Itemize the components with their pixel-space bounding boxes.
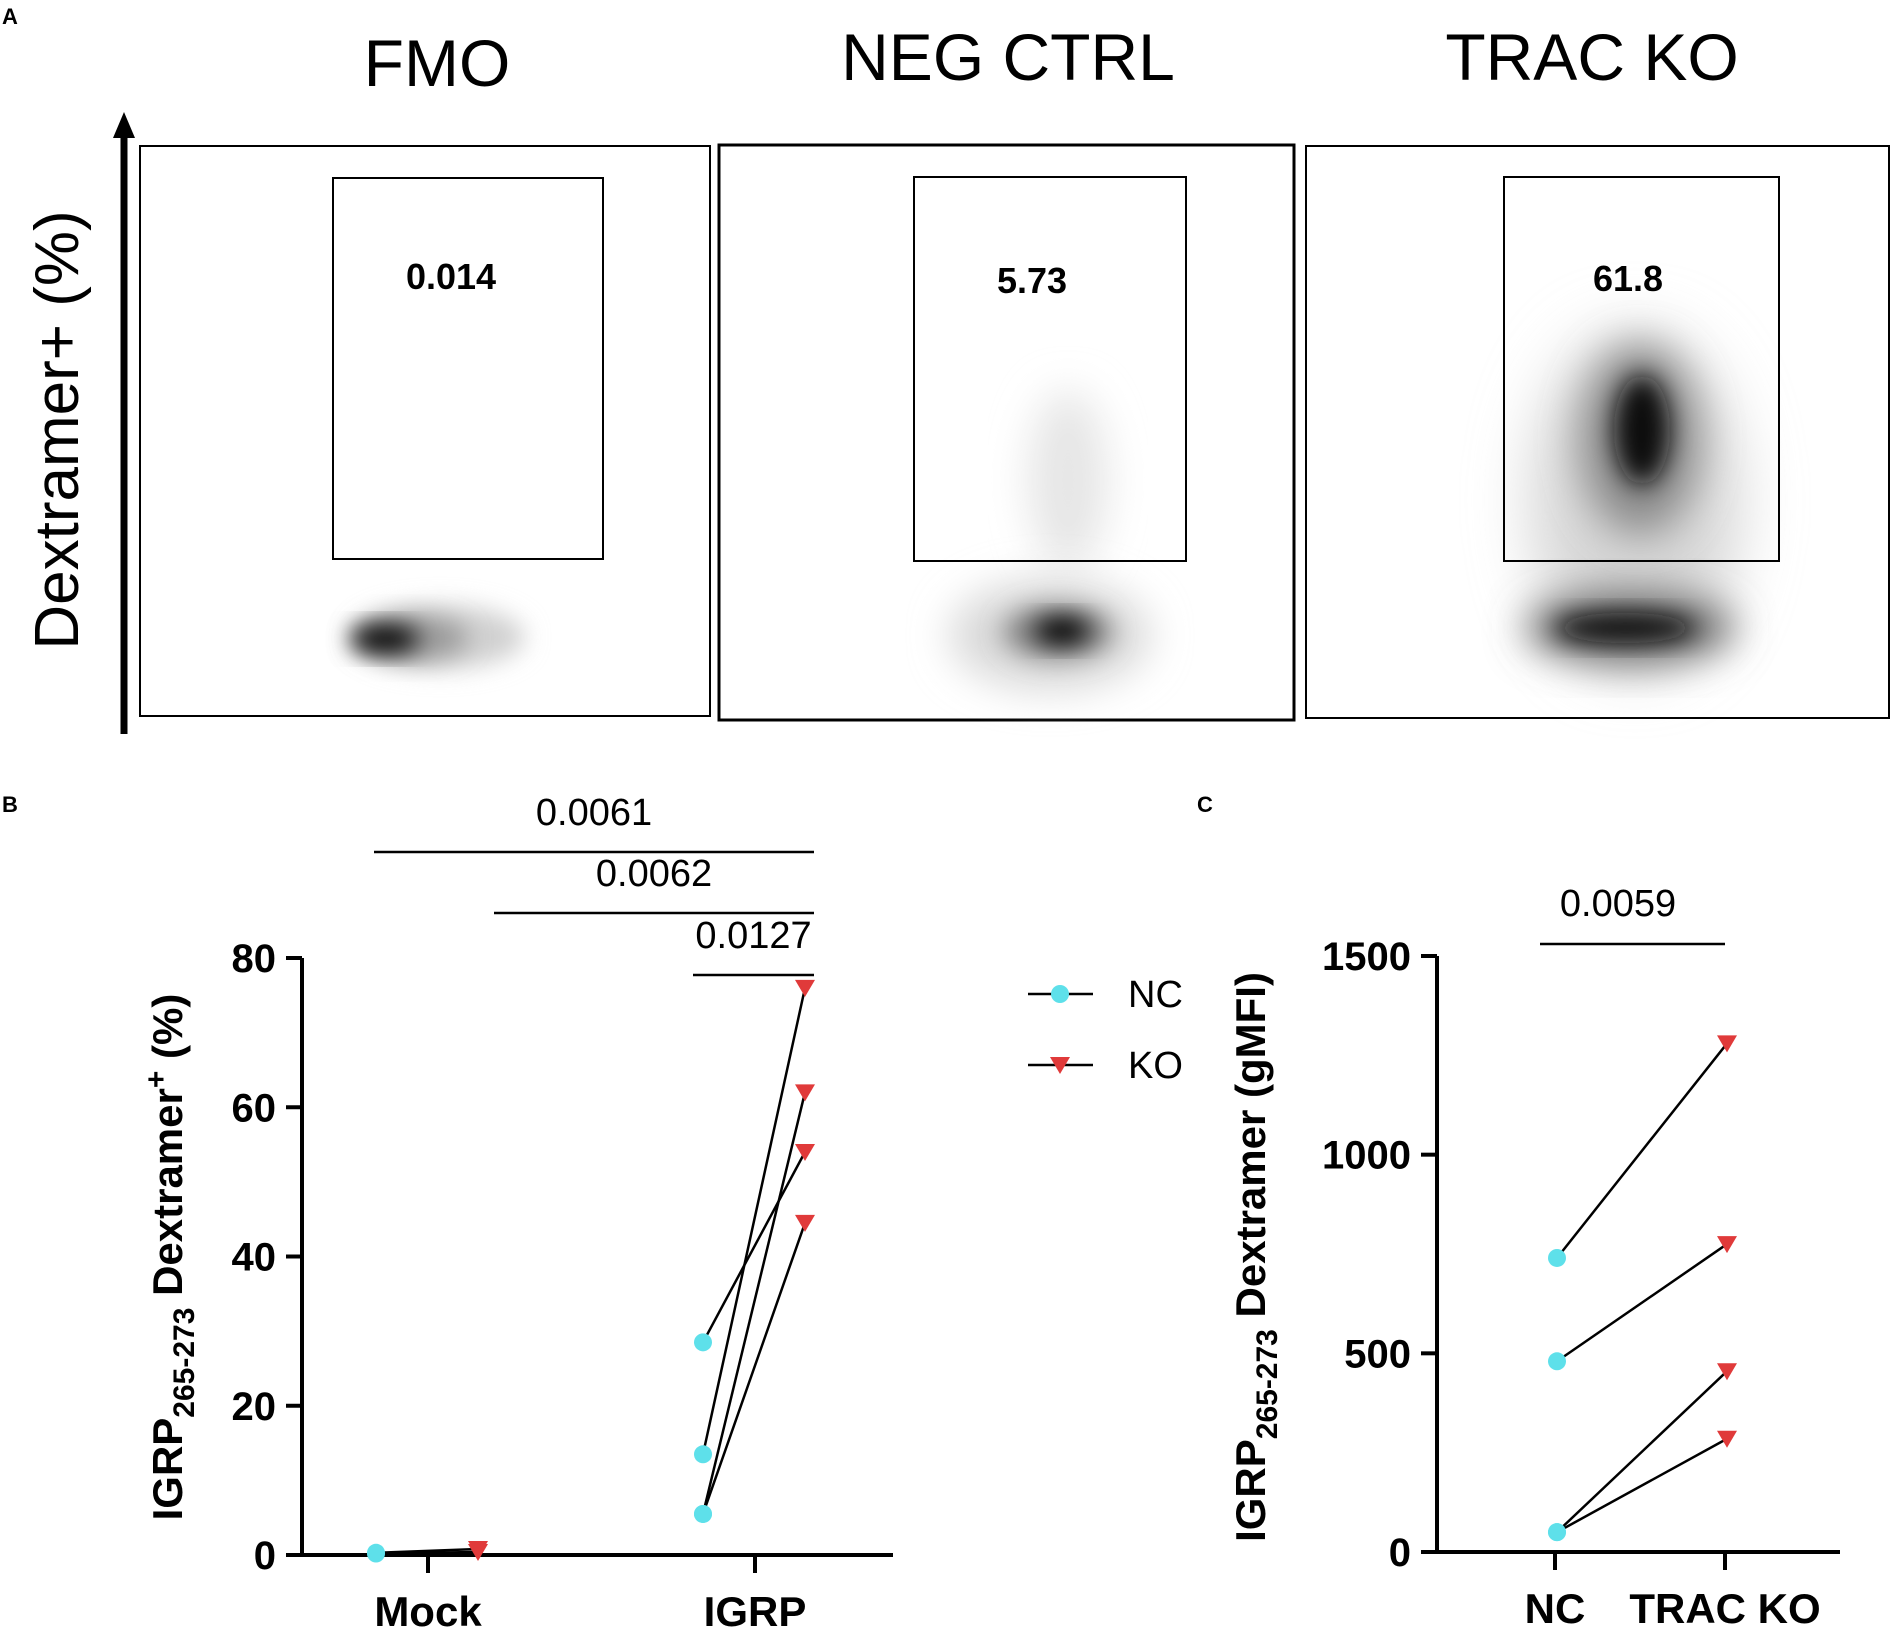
- panel-a-y-axis-arrowhead: [113, 112, 135, 138]
- panel-a-y-axis-label: Dextramer+ (%): [23, 210, 92, 649]
- chart-c-y-axis-label: IGRP265-273 Dextramer (gMFI): [1227, 972, 1284, 1542]
- chart-b-point-ko: [468, 1544, 488, 1562]
- chart-b-point-nc: [694, 1504, 712, 1523]
- chart-c-pair-line: [1556, 1437, 1728, 1534]
- chart-b: 0 20 40 60 80 Mock IGRP IGRP265-273 Dextramer+ …: [140, 792, 893, 1635]
- chart-b-category-label: IGRP: [704, 1588, 807, 1635]
- chart-c-point-ko: [1717, 1430, 1737, 1448]
- legend: NC KO: [1028, 974, 1183, 1087]
- chart-c-p-value: 0.0059: [1560, 883, 1676, 925]
- chart-b-pair-line: [701, 1092, 807, 1515]
- flow-density-neg-ctrl: [950, 390, 1150, 690]
- flow-density-trac-ko: [1525, 330, 1740, 670]
- chart-b-point-nc: [694, 1333, 712, 1352]
- legend-label-ko: KO: [1128, 1045, 1183, 1087]
- chart-b-point-nc: [367, 1544, 385, 1563]
- chart-b-point-ko: [795, 1084, 815, 1102]
- legend-marker-nc: [1051, 985, 1069, 1003]
- flow-plot-title-trac-ko: TRAC KO: [1445, 20, 1738, 94]
- chart-c-y-tick-label: 1000: [1322, 1134, 1411, 1178]
- chart-b-pair-line: [375, 1550, 479, 1555]
- chart-c-y-tick-label: 500: [1344, 1332, 1411, 1376]
- chart-b-y-tick-label: 20: [232, 1385, 277, 1429]
- flow-plot-title-neg-ctrl: NEG CTRL: [841, 20, 1175, 94]
- chart-c-point-ko: [1717, 1035, 1737, 1053]
- chart-b-y-tick-label: 60: [232, 1086, 277, 1130]
- panel-b-letter: B: [2, 792, 18, 817]
- chart-c-point-nc: [1548, 1248, 1566, 1267]
- chart-c-point-ko: [1717, 1363, 1737, 1381]
- chart-c-point-ko: [1717, 1236, 1737, 1254]
- chart-b-point-ko: [795, 1214, 815, 1232]
- chart-b-y-axis-label: IGRP265-273 Dextramer+ (%): [140, 994, 201, 1521]
- chart-b-pair-line: [701, 987, 807, 1455]
- chart-b-point-nc: [694, 1445, 712, 1464]
- flow-density-fmo: [351, 605, 525, 669]
- legend-label-nc: NC: [1128, 974, 1183, 1016]
- chart-c-y-tick-label: 0: [1389, 1531, 1411, 1575]
- panel-c-letter: C: [1197, 792, 1213, 817]
- chart-c-pair-line: [1556, 1243, 1728, 1363]
- chart-c-point-nc: [1548, 1352, 1566, 1371]
- panel-a-letter: A: [2, 4, 18, 29]
- chart-c-category-label: TRAC KO: [1629, 1585, 1820, 1632]
- chart-c: 0 500 1000 1500 NC TRAC KO IGRP265-273 Dextram…: [1227, 883, 1840, 1632]
- gate-value-fmo: 0.014: [406, 256, 496, 297]
- chart-c-pair-line: [1556, 1370, 1728, 1534]
- flow-gate-fmo: [332, 177, 604, 560]
- flow-plot-title-fmo: FMO: [364, 26, 511, 100]
- chart-b-y-tick-label: 80: [232, 937, 277, 981]
- chart-b-y-tick-label: 0: [254, 1534, 276, 1578]
- chart-b-y-tick-label: 40: [232, 1236, 277, 1280]
- chart-b-p-value: 0.0062: [596, 853, 712, 895]
- chart-b-pair-line: [701, 1151, 807, 1343]
- chart-c-pair-line: [1556, 1042, 1728, 1259]
- gate-value-trac-ko: 61.8: [1593, 258, 1663, 299]
- chart-c-category-label: NC: [1525, 1585, 1586, 1632]
- gate-value-neg-ctrl: 5.73: [997, 260, 1067, 301]
- chart-b-p-value: 0.0127: [695, 915, 811, 957]
- chart-c-point-nc: [1548, 1523, 1566, 1542]
- chart-c-y-tick-label: 1500: [1322, 935, 1411, 979]
- flow-plot-frame-fmo: [139, 145, 711, 717]
- flow-gate-neg-ctrl: [913, 176, 1187, 562]
- chart-b-p-value: 0.0061: [536, 792, 652, 834]
- flow-gate-trac-ko: [1503, 176, 1780, 562]
- chart-b-pair-line: [701, 1222, 807, 1515]
- chart-b-point-ko: [795, 979, 815, 997]
- chart-b-point-ko: [795, 1144, 815, 1162]
- legend-marker-ko: [1050, 1057, 1070, 1074]
- chart-b-category-label: Mock: [374, 1588, 482, 1635]
